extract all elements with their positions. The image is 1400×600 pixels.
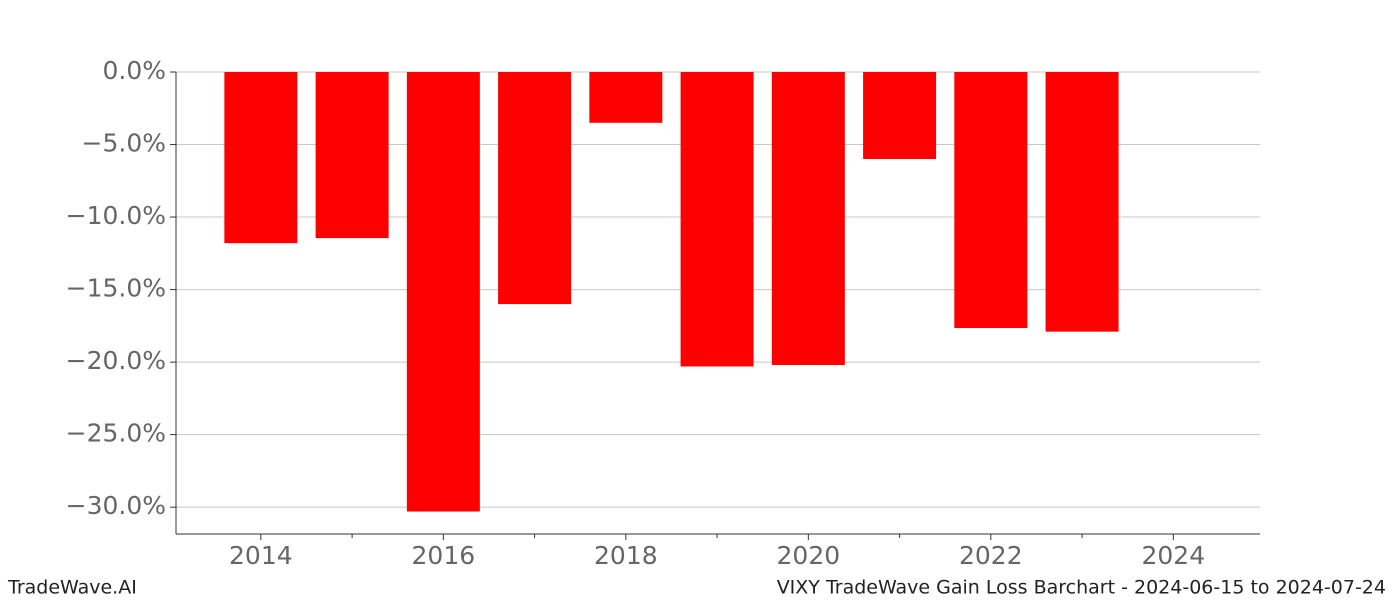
x-tick-label: 2014 [229,541,293,570]
y-tick-label: −25.0% [66,419,166,448]
x-tick-label: 2024 [1142,541,1206,570]
bar [498,72,572,305]
x-tick-label: 2020 [777,541,841,570]
x-tick-label: 2022 [959,541,1023,570]
y-tick-label: −5.0% [82,129,166,158]
x-tick-label: 2016 [412,541,476,570]
bar [406,72,480,512]
bar [1045,72,1119,332]
x-tick-label: 2018 [594,541,658,570]
bar [589,72,663,123]
y-tick-label: −30.0% [66,491,166,520]
bar [863,72,937,160]
bar [680,72,754,367]
bar [954,72,1028,329]
brand: TradeWave.AI [7,577,137,599]
chart-title: VIXY TradeWave Gain Loss Barchart - 2024… [777,577,1386,599]
y-tick-label: 0.0% [102,56,166,85]
y-tick-label: −15.0% [66,274,166,303]
bar [771,72,845,366]
y-tick-label: −10.0% [66,201,166,230]
bar [224,72,298,244]
bar [315,72,389,239]
y-tick-label: −20.0% [66,346,166,375]
